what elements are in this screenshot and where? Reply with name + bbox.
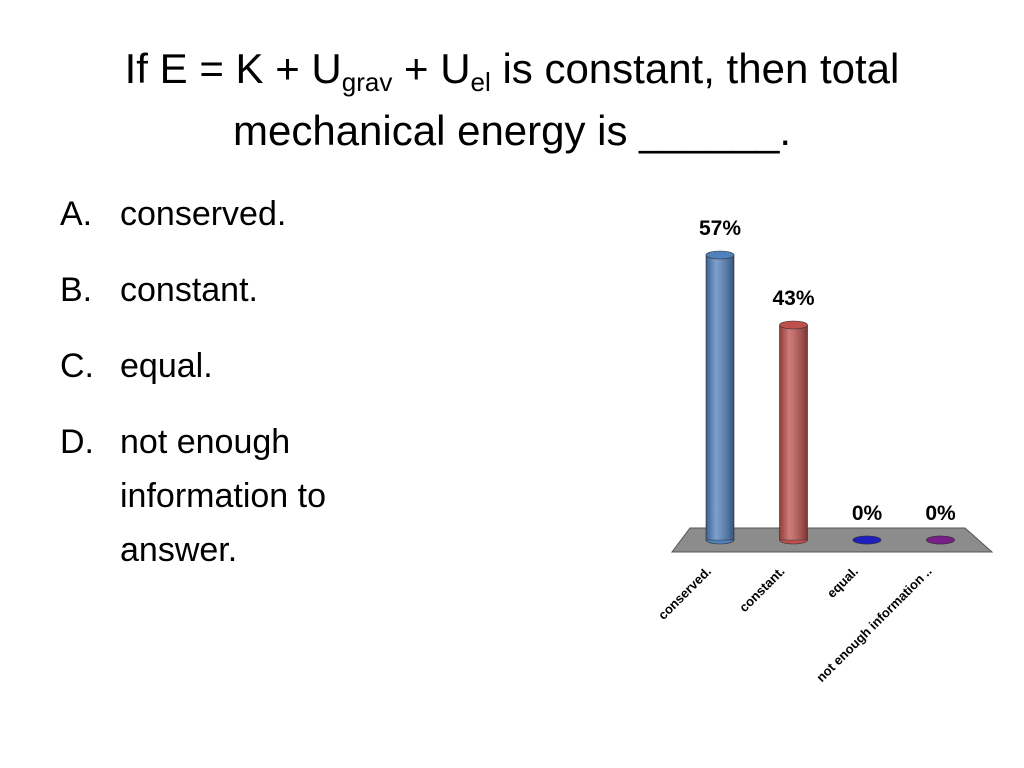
- value-label: 43%: [772, 287, 814, 310]
- answer-item: A. conserved.: [60, 188, 420, 241]
- answer-text: conserved.: [120, 195, 287, 233]
- answer-text: not enough information to answer.: [120, 423, 326, 569]
- answer-marker: B.: [60, 271, 93, 309]
- answer-marker: A.: [60, 195, 93, 233]
- bar-shade: [706, 255, 734, 540]
- title-text: If E = K + U: [124, 45, 342, 92]
- answer-item: B. constant.: [60, 264, 420, 317]
- x-tick-label: constant.: [736, 564, 787, 615]
- title-subscript: grav: [341, 67, 393, 97]
- bar-shade: [779, 325, 808, 540]
- title-text: is constant, then total mechanical energ…: [232, 45, 900, 154]
- value-label: 57%: [699, 217, 741, 240]
- x-tick-label: conserved.: [655, 564, 714, 623]
- answer-list: A. conserved. B. constant. C. equal. D. not eno…: [60, 188, 420, 600]
- chart-floor: [671, 527, 994, 553]
- answer-text: constant.: [120, 271, 258, 309]
- bar-cap: [705, 250, 735, 260]
- title-subscript: el: [470, 67, 491, 97]
- answer-marker: D.: [60, 423, 94, 461]
- x-tick-label: equal.: [824, 564, 861, 601]
- bar: [926, 535, 955, 545]
- answer-item: C. equal.: [60, 340, 420, 393]
- answer-item: D. not enough information to answer.: [60, 416, 420, 577]
- answer-marker: C.: [60, 347, 94, 385]
- bar: [852, 535, 882, 545]
- bar-cap: [779, 320, 808, 330]
- title-text: + U: [392, 45, 471, 92]
- slide-title: If E = K + Ugrav + Uel is constant, then…: [40, 38, 984, 162]
- value-label: 0%: [852, 502, 883, 525]
- answer-text: equal.: [120, 347, 213, 385]
- value-label: 0%: [925, 502, 956, 525]
